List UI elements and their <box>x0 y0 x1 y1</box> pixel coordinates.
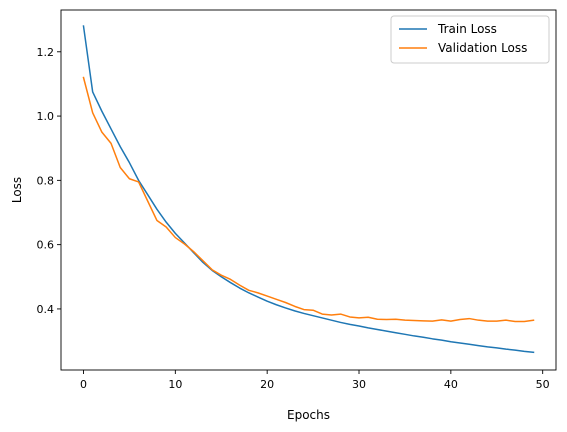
series-line-validation <box>82 76 535 323</box>
series-lines <box>82 25 535 354</box>
x-tick-label: 50 <box>536 378 550 391</box>
legend: Train Loss Validation Loss <box>390 15 550 64</box>
legend-label-train: Train Loss <box>437 22 497 36</box>
x-axis-label: Epochs <box>287 408 330 422</box>
y-axis-label: Loss <box>10 177 24 203</box>
plot-frame <box>60 9 557 371</box>
x-tick-label: 20 <box>260 378 274 391</box>
legend-label-validation: Validation Loss <box>438 41 527 55</box>
x-tick-label: 30 <box>352 378 366 391</box>
y-tick-label: 0.4 <box>37 303 55 316</box>
y-axis-ticks: 0.4 0.6 0.8 1.0 1.2 <box>37 46 61 316</box>
y-tick-label: 1.0 <box>37 110 55 123</box>
legend-box <box>390 15 550 64</box>
y-tick-label: 0.6 <box>37 239 55 252</box>
x-tick-label: 40 <box>444 378 458 391</box>
y-tick-label: 0.8 <box>37 174 55 187</box>
y-tick-label: 1.2 <box>37 46 55 59</box>
x-tick-label: 10 <box>168 378 182 391</box>
series-line-train <box>82 25 535 354</box>
x-tick-label: 0 <box>80 378 87 391</box>
x-axis-ticks: 0 10 20 30 40 50 <box>80 370 550 391</box>
